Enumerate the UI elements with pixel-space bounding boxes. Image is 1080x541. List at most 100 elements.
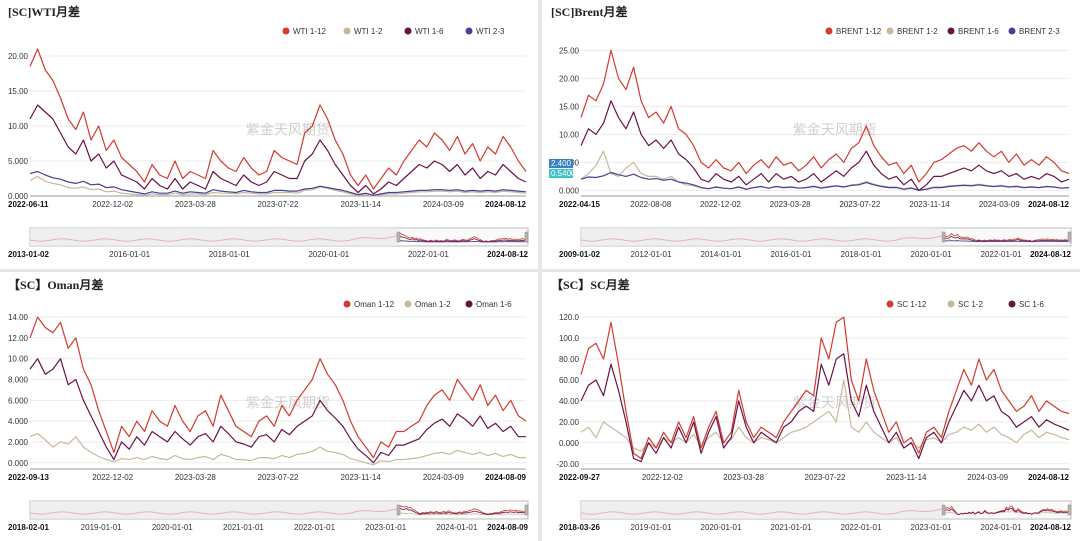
- sc-overview-tick-6: 2024-01-01: [981, 523, 1022, 532]
- brent-overview-tick-7: 2024-08-12: [1030, 250, 1071, 259]
- oman-overview-series-0: [398, 505, 529, 515]
- wti-y-tick-0: 0.000: [8, 192, 29, 201]
- oman-watermark: 紫金天风期货: [246, 394, 330, 411]
- brent-readout-badge-0: [549, 159, 573, 168]
- sc-spread-chart: 【SC】SC月差 SC 1-12 SC 1-2 SC 1-6 -20.00 0.000 20…: [551, 277, 1072, 532]
- wti-overview-series-3: [398, 240, 529, 243]
- brent-readout-text-1: 0.5400: [551, 169, 576, 178]
- brent-y-tick-0: 0.000: [559, 186, 580, 195]
- wti-legend-marker-1: [343, 27, 351, 35]
- wti-legend-marker-2: [404, 27, 412, 35]
- sc-overview-tick-4: 2022-01-01: [841, 523, 882, 532]
- oman-legend-marker-2: [465, 300, 473, 308]
- brent-overview-tick-4: 2018-01-01: [841, 250, 882, 259]
- brent-overview-series-3: [943, 240, 1071, 243]
- brent-watermark: 紫金天风期货: [793, 121, 877, 138]
- oman-overview-tick-2: 2020-01-01: [152, 523, 193, 532]
- brent-x-tick-0: 2022-04-15: [559, 200, 600, 209]
- brent-y-tick-3: 15.00: [559, 102, 580, 111]
- sc-legend-label-0: SC 1-12: [897, 300, 927, 309]
- oman-overview-tick-7: 2024-08-09: [487, 523, 528, 532]
- oman-y-tick-3: 6.000: [8, 396, 29, 405]
- sc-x-tick-2: 2023-03-28: [723, 473, 764, 482]
- oman-overview-series-2: [398, 508, 528, 516]
- sc-x-tick-4: 2023-11-14: [886, 473, 927, 482]
- wti-x-tick-0: 2022-06-11: [8, 200, 49, 209]
- wti-overview-unselected: [30, 228, 399, 246]
- oman-legend-marker-1: [404, 300, 412, 308]
- sc-y-tick-5: 80.00: [559, 355, 580, 364]
- oman-overview-tick-1: 2019-01-01: [81, 523, 122, 532]
- brent-overview-handle-right[interactable]: [1067, 231, 1072, 243]
- sc-x-tick-5: 2024-03-09: [967, 473, 1008, 482]
- oman-overview-tick-5: 2023-01-01: [365, 523, 406, 532]
- brent-x-tick-1: 2022-08-08: [630, 200, 671, 209]
- sc-overview-series-2: [943, 507, 1072, 516]
- sc-x-tick-1: 2022-12-02: [642, 473, 683, 482]
- wti-overview-handle-right[interactable]: [524, 231, 529, 243]
- wti-overview-series-2: [398, 236, 529, 243]
- sc-overview-tick-1: 2019-01-01: [631, 523, 672, 532]
- oman-overview-handle-left[interactable]: [396, 504, 401, 516]
- sc-overview-handle-right[interactable]: [1067, 504, 1072, 516]
- brent-x-tick-5: 2023-11-14: [909, 200, 950, 209]
- brent-x-tick-7: 2024-08-12: [1028, 200, 1069, 209]
- oman-spread-panel: 【SC】Oman月差 Oman 1-12 Oman 1-2 Oman 1-6 0.000…: [0, 273, 537, 541]
- brent-y-tick-2: 10.00: [559, 130, 580, 139]
- brent-legend-label-1: BRENT 1-2: [897, 27, 938, 36]
- oman-spread-chart: 【SC】Oman月差 Oman 1-12 Oman 1-2 Oman 1-6 0.000…: [8, 277, 529, 532]
- brent-overview-unselected: [581, 228, 944, 246]
- wti-overview-tick-3: 2020-01-01: [308, 250, 349, 259]
- wti-legend-label-0: WTI 1-12: [293, 27, 326, 36]
- brent-overview-series-0: [943, 232, 1072, 242]
- wti-x-tick-5: 2024-03-09: [423, 200, 464, 209]
- oman-legend-marker-0: [343, 300, 351, 308]
- oman-overview-handle-right[interactable]: [524, 504, 529, 516]
- sc-y-tick-4: 60.00: [559, 376, 580, 385]
- oman-x-tick-4: 2023-11-14: [341, 473, 382, 482]
- sc-legend-label-2: SC 1-6: [1019, 300, 1044, 309]
- wti-overview-handle-left[interactable]: [396, 231, 401, 243]
- wti-overview-tick-1: 2016-01-01: [109, 250, 150, 259]
- brent-overview-handle-left[interactable]: [941, 231, 946, 243]
- wti-spread-chart: [SC]WTI月差 WTI 1-12 WTI 1-2 WTI 1-6 WTI 2-3 0.…: [8, 4, 529, 259]
- brent-overview-tick-2: 2014-01-01: [701, 250, 742, 259]
- oman-x-tick-3: 2023-07-22: [258, 473, 299, 482]
- brent-overview-tick-6: 2022-01-01: [981, 250, 1022, 259]
- oman-y-tick-6: 12.00: [8, 334, 29, 343]
- wti-x-tick-4: 2023-11-14: [341, 200, 382, 209]
- sc-overview-handle-left[interactable]: [941, 504, 946, 516]
- wti-series-line-1: [29, 175, 527, 197]
- wti-x-tick-1: 2022-12-02: [92, 200, 133, 209]
- oman-series-line-2: [29, 358, 526, 464]
- sc-y-tick-6: 100.0: [559, 334, 580, 343]
- sc-watermark: 紫金天风期货: [793, 394, 877, 411]
- brent-readout-badge-1: [549, 169, 573, 178]
- sc-overview-tick-5: 2023-01-01: [911, 523, 952, 532]
- sc-legend-label-1: SC 1-2: [958, 300, 983, 309]
- sc-overview-unselected: [581, 501, 944, 519]
- sc-y-tick-3: 40.00: [559, 397, 580, 406]
- brent-x-tick-4: 2023-07-22: [839, 200, 880, 209]
- wti-y-tick-2: 10.00: [8, 122, 29, 131]
- brent-legend-marker-2: [947, 27, 955, 35]
- wti-overview-tick-4: 2022-01-01: [408, 250, 449, 259]
- oman-y-tick-5: 10.00: [8, 355, 29, 364]
- sc-overview-tick-3: 2021-01-01: [771, 523, 812, 532]
- wti-spread-panel: [SC]WTI月差 WTI 1-12 WTI 1-2 WTI 1-6 WTI 2-3 0.…: [0, 0, 537, 268]
- brent-legend-marker-1: [886, 27, 894, 35]
- oman-y-tick-7: 14.00: [8, 313, 29, 322]
- oman-overview-tick-0: 2018-02-01: [8, 523, 49, 532]
- wti-legend-marker-0: [282, 27, 290, 35]
- wti-overview-series-0: [398, 232, 529, 243]
- oman-x-tick-0: 2022-09-13: [8, 473, 49, 482]
- oman-legend-label-1: Oman 1-2: [415, 300, 451, 309]
- sc-overview-tick-2: 2020-01-01: [701, 523, 742, 532]
- oman-overview-tick-6: 2024-01-01: [436, 523, 477, 532]
- wti-series-line-2: [29, 104, 527, 195]
- brent-series-line-3: [580, 171, 1070, 191]
- brent-series-line-2: [580, 100, 1070, 191]
- sc-y-tick-2: 20.00: [559, 418, 580, 427]
- brent-x-tick-6: 2024-03-09: [979, 200, 1020, 209]
- wti-x-tick-2: 2023-03-28: [175, 200, 216, 209]
